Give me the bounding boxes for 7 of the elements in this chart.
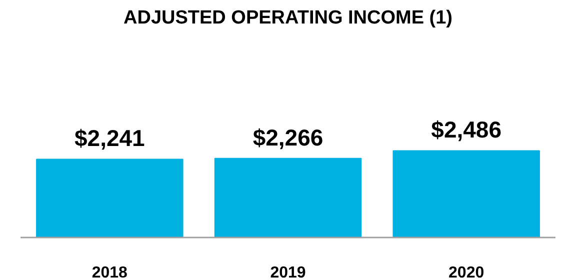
x-tick-label: 2018 xyxy=(92,264,128,280)
x-tick-label: 2019 xyxy=(270,264,306,280)
chart-title: ADJUSTED OPERATING INCOME (1) xyxy=(124,8,453,28)
data-label: $2,241 xyxy=(74,125,146,152)
x-tick-label: 2020 xyxy=(448,264,484,280)
data-label: $2,266 xyxy=(252,124,324,150)
data-label: $2,486 xyxy=(431,116,502,143)
